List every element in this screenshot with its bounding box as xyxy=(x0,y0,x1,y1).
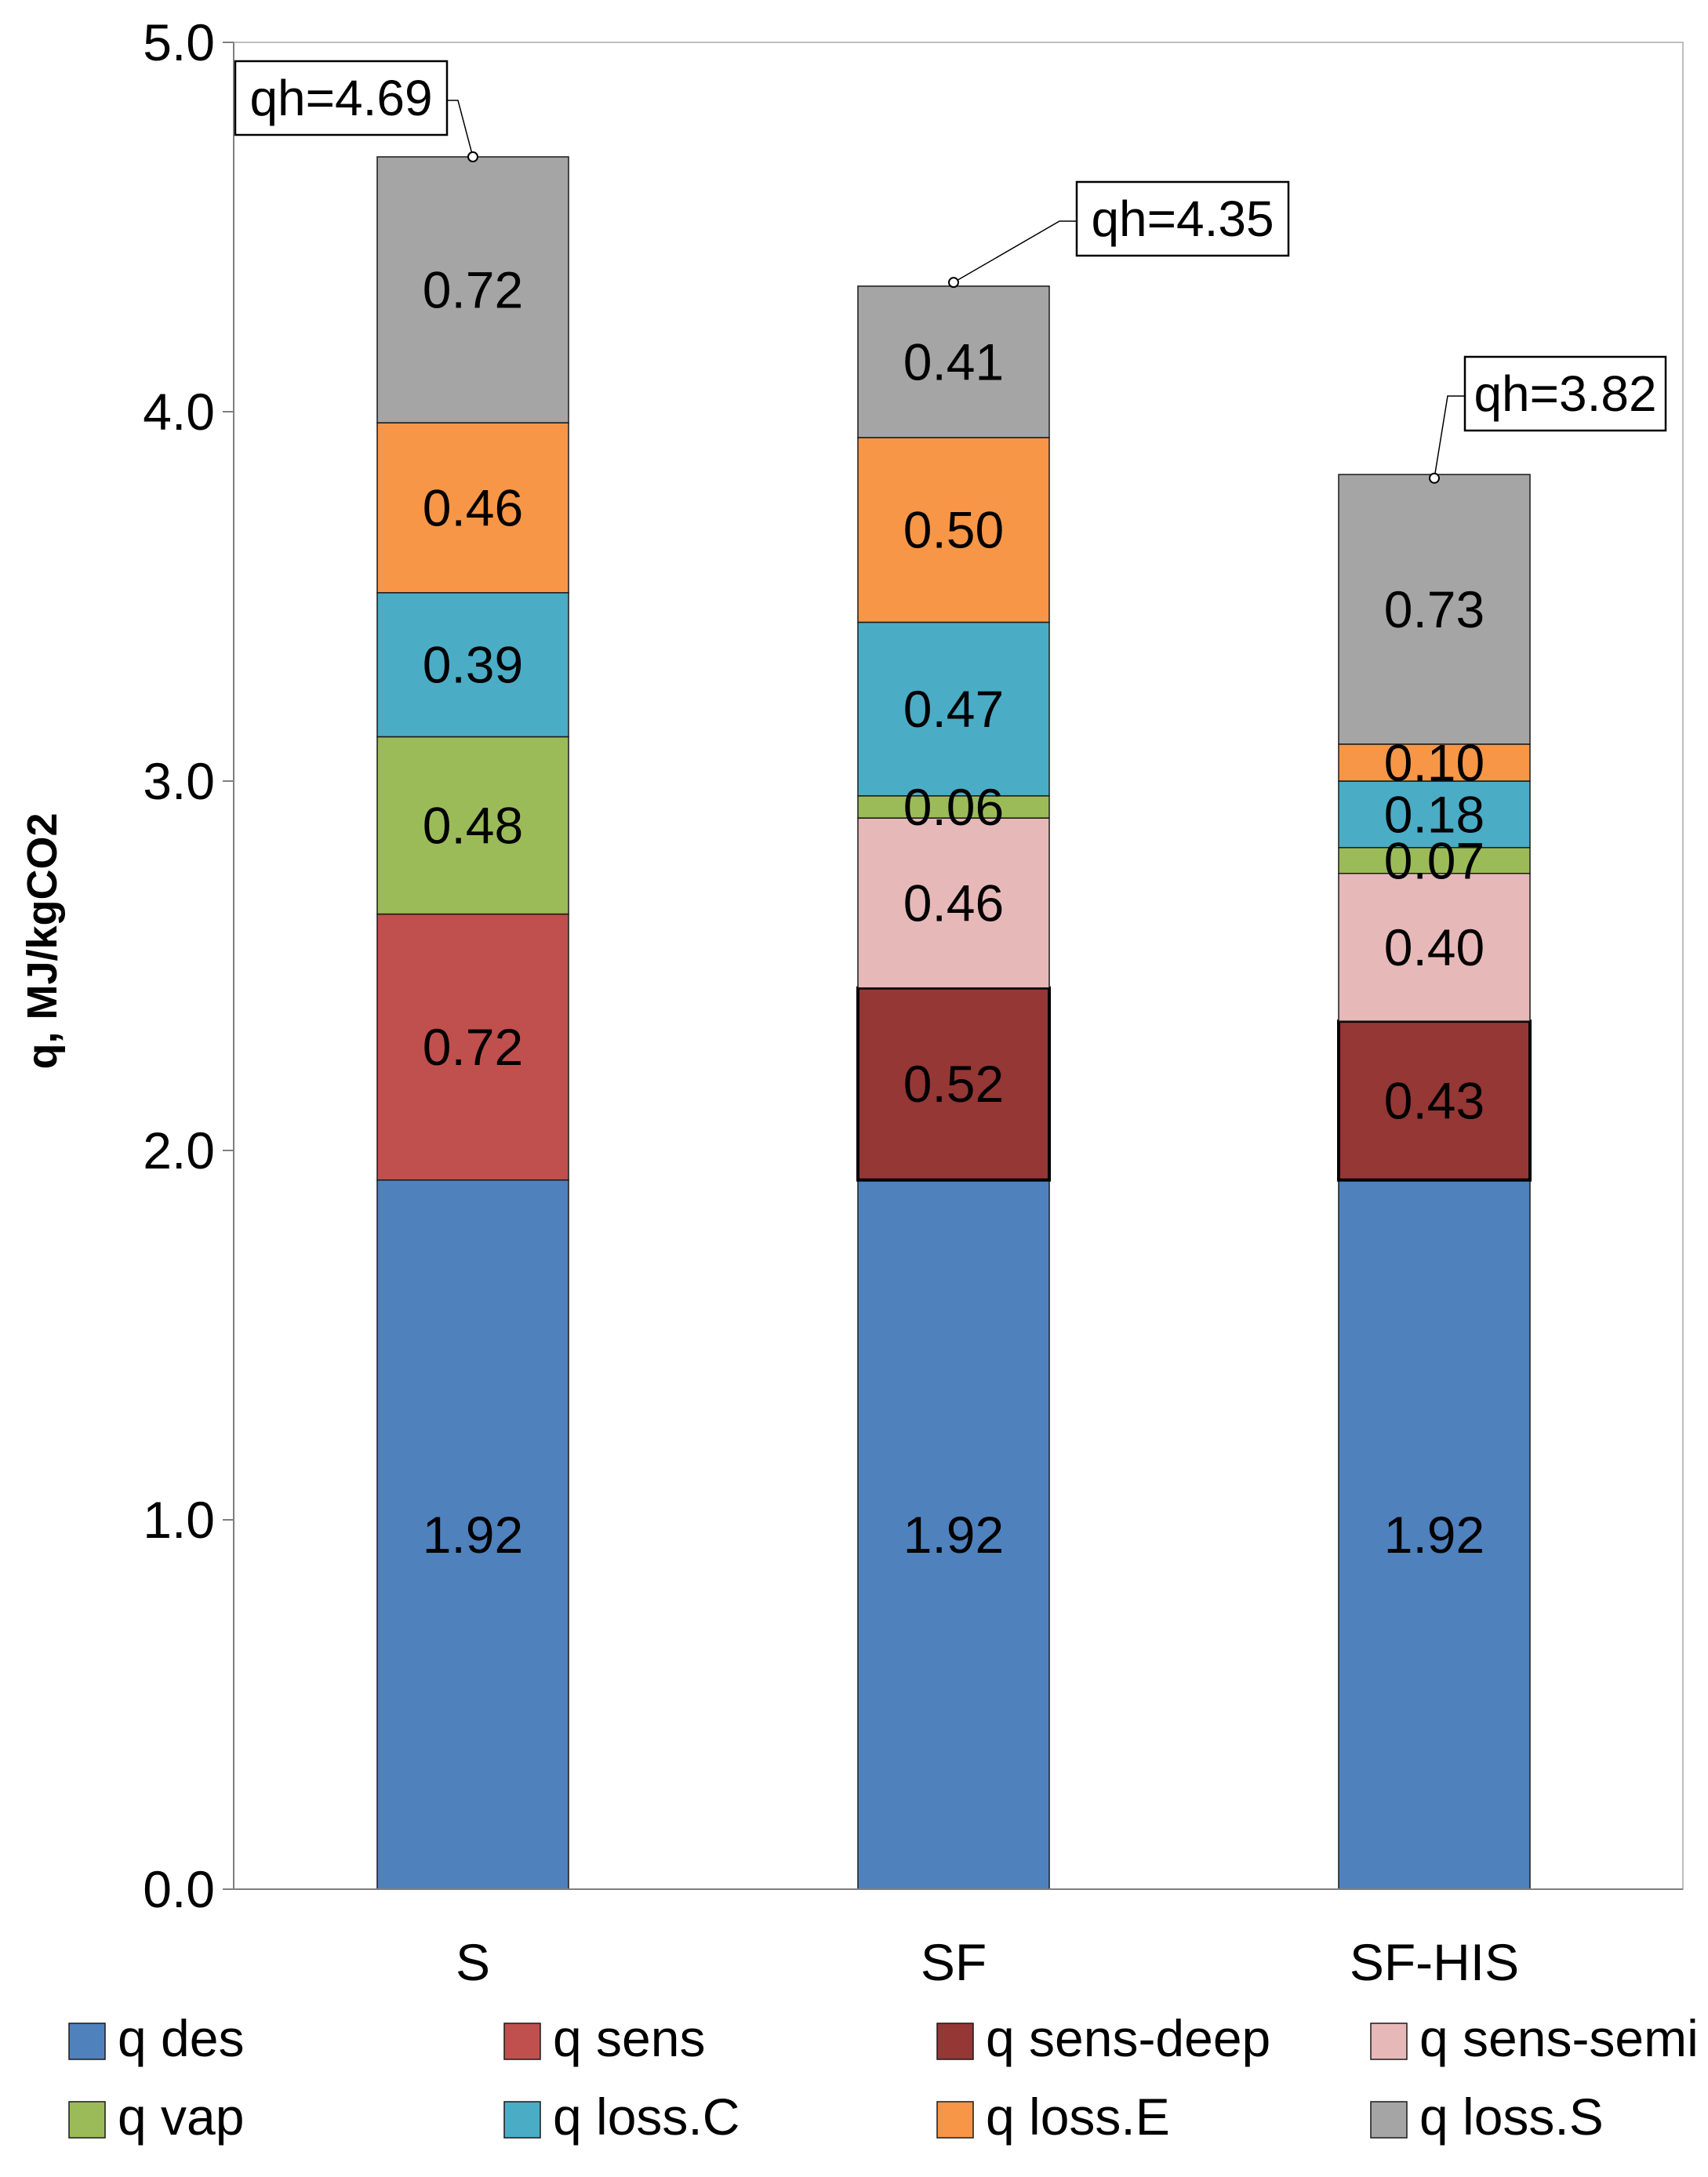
data-label: 0.47 xyxy=(903,680,1004,738)
data-label: 0.40 xyxy=(1384,918,1485,976)
bar-segment xyxy=(857,621,1050,797)
legend-swatch xyxy=(68,2101,106,2139)
data-label: 0.39 xyxy=(423,636,523,694)
bar-segment xyxy=(1338,847,1531,874)
legend: q des q sens q sens-deep q sens-semi q vap q … xyxy=(68,2009,1699,2146)
bar-segment xyxy=(1338,1179,1531,1890)
x-category-label: S xyxy=(456,1933,490,1991)
bar-segment xyxy=(376,913,569,1181)
legend-swatch xyxy=(503,2101,541,2139)
annotation-text: qh=4.35 xyxy=(1091,191,1274,247)
data-label: 1.92 xyxy=(1384,1506,1485,1564)
data-label: 0.72 xyxy=(423,261,523,319)
legend-swatch xyxy=(503,2023,541,2060)
bars xyxy=(376,156,1532,1890)
data-label: 0.06 xyxy=(903,778,1004,836)
data-label: 0.41 xyxy=(903,333,1004,391)
x-axis: S SF SF-HIS xyxy=(234,1888,1683,1991)
data-label: 0.50 xyxy=(903,501,1004,559)
segment-labels: 1.92 0.72 0.48 0.39 0.46 0.72 1.92 0.52 0.46 0.06… xyxy=(423,261,1485,1564)
bar-segment xyxy=(857,795,1050,819)
annotation-leader xyxy=(1434,395,1465,478)
legend-label: q sens-deep xyxy=(986,2009,1270,2067)
legend-label: q sens-semi xyxy=(1419,2009,1699,2067)
annotation-text: qh=4.69 xyxy=(249,70,432,126)
bar-segment xyxy=(376,736,569,915)
legend-swatch xyxy=(1370,2023,1408,2060)
data-label: 1.92 xyxy=(423,1506,523,1564)
data-label: 0.10 xyxy=(1384,733,1485,791)
data-label: 0.43 xyxy=(1384,1071,1485,1129)
y-tick-label: 2.0 xyxy=(143,1121,215,1179)
bar-segment xyxy=(1338,873,1531,1022)
legend-label: q loss.E xyxy=(986,2088,1170,2146)
data-label: 0.07 xyxy=(1384,831,1485,889)
annotation-point xyxy=(1429,472,1440,484)
bar-segment xyxy=(1338,474,1531,745)
annotation-leader xyxy=(953,220,1077,283)
legend-label: q vap xyxy=(118,2088,244,2146)
data-label: 0.73 xyxy=(1384,580,1485,638)
legend-label: q loss.S xyxy=(1419,2088,1604,2146)
y-tick-label: 0.0 xyxy=(143,1860,215,1918)
legend-label: q loss.C xyxy=(553,2088,740,2146)
legend-swatch xyxy=(936,2023,974,2060)
total-annotations: qh=4.69 qh=4.35 qh=3.82 xyxy=(234,60,1667,484)
data-label: 0.46 xyxy=(903,874,1004,932)
annotation-box xyxy=(1075,180,1290,257)
y-tick-label: 3.0 xyxy=(143,752,215,810)
y-tick-label: 4.0 xyxy=(143,383,215,441)
bar-segment xyxy=(376,156,569,423)
legend-swatch xyxy=(936,2101,974,2139)
y-tick-label: 1.0 xyxy=(143,1491,215,1549)
x-category-label: SF xyxy=(921,1933,987,1991)
bar-segment xyxy=(1338,743,1531,782)
legend-swatch xyxy=(1370,2101,1408,2139)
annotation-box xyxy=(1463,355,1667,432)
bar-segment xyxy=(857,285,1050,438)
bar-segment xyxy=(1338,780,1531,849)
legend-label: q sens xyxy=(553,2009,705,2067)
bar-segment xyxy=(1337,1019,1532,1182)
annotation-point xyxy=(467,151,478,163)
bar-segment xyxy=(376,422,569,594)
bar-segment xyxy=(856,986,1051,1182)
annotation-point xyxy=(948,277,959,289)
annotation-box xyxy=(234,60,449,136)
data-label: 0.46 xyxy=(423,478,523,536)
bar-segment xyxy=(857,1179,1050,1890)
data-label: 0.48 xyxy=(423,797,523,855)
data-label: 0.52 xyxy=(903,1055,1004,1113)
x-category-label: SF-HIS xyxy=(1350,1933,1519,1991)
data-label: 1.92 xyxy=(903,1506,1004,1564)
annotation-leader xyxy=(447,100,474,158)
bar-segment xyxy=(376,592,569,738)
data-label: 0.18 xyxy=(1384,785,1485,843)
y-tick-label: 5.0 xyxy=(143,13,215,71)
annotation-text: qh=3.82 xyxy=(1474,365,1656,422)
data-label: 0.72 xyxy=(423,1018,523,1076)
legend-swatch xyxy=(68,2023,106,2060)
y-axis-label: q, MJ/kgCO2 xyxy=(19,812,66,1069)
y-axis: 0.0 1.0 2.0 3.0 4.0 5.0 xyxy=(143,13,234,1918)
legend-label: q des xyxy=(118,2009,244,2067)
bar-segment xyxy=(857,437,1050,623)
